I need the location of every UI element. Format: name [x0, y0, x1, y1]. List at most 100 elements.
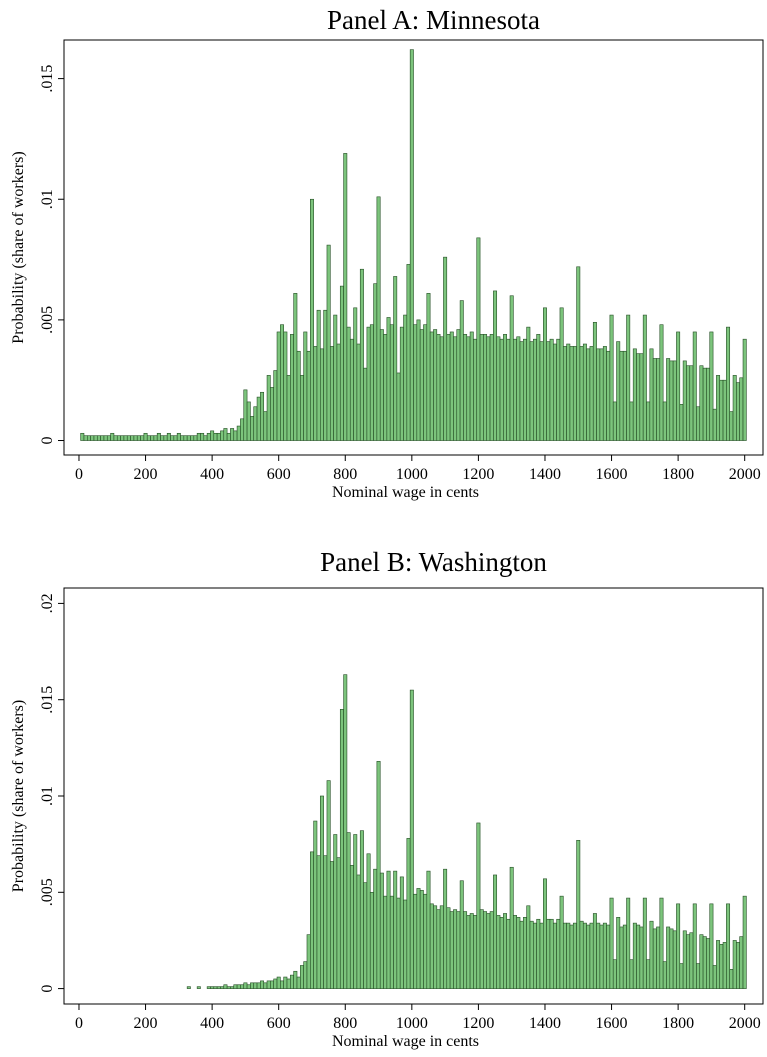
bar: [303, 331, 308, 441]
bar: [599, 348, 604, 441]
bar: [96, 435, 101, 441]
bar: [739, 377, 744, 441]
bar: [506, 338, 511, 441]
bar: [499, 917, 504, 989]
bar: [110, 432, 115, 441]
bar: [642, 897, 647, 989]
bar: [306, 934, 311, 989]
y-tick-label: .005: [39, 306, 56, 334]
bar: [499, 338, 504, 441]
bar: [339, 285, 344, 441]
bar: [562, 346, 567, 441]
x-tick-label: 1800: [662, 466, 694, 483]
bar: [260, 391, 265, 441]
x-axis-label: Nominal wage in cents: [332, 484, 479, 501]
bar: [669, 360, 674, 441]
bar: [326, 780, 331, 989]
bar: [243, 389, 248, 441]
y-axis-label: Probability (share of workers): [10, 700, 27, 892]
bar: [473, 338, 478, 441]
bar: [246, 401, 251, 441]
bar: [240, 984, 245, 989]
y-tick-label: .015: [39, 65, 56, 93]
bar: [682, 360, 687, 441]
bar: [376, 761, 381, 989]
bar: [533, 922, 537, 989]
bar: [393, 870, 398, 989]
bar: [579, 920, 584, 989]
x-tick-label: 800: [333, 466, 357, 483]
bar: [736, 382, 740, 441]
bar: [403, 314, 408, 441]
bar: [496, 336, 501, 441]
bar: [572, 346, 577, 441]
bar: [323, 309, 328, 441]
bar: [629, 401, 634, 441]
bar: [483, 334, 488, 441]
bar: [130, 435, 135, 441]
bar: [273, 978, 278, 989]
bar: [379, 329, 384, 441]
bar: [286, 375, 291, 441]
x-tick-label: 1000: [396, 1015, 428, 1032]
bar: [639, 353, 644, 441]
bar: [543, 878, 547, 989]
bar: [226, 432, 231, 441]
bar: [726, 326, 731, 441]
x-tick-label: 2000: [729, 466, 761, 483]
bar: [742, 338, 747, 441]
bar: [210, 430, 215, 441]
bar: [469, 913, 474, 989]
bar: [489, 911, 494, 989]
bar: [313, 820, 318, 989]
bar: [396, 372, 401, 441]
bar: [369, 891, 374, 989]
bar: [692, 903, 697, 989]
bar: [486, 336, 491, 441]
bar: [509, 295, 514, 441]
bar: [459, 880, 464, 989]
bar: [329, 346, 334, 441]
bar: [612, 401, 617, 441]
bar: [582, 922, 587, 989]
bar: [386, 317, 391, 441]
bar: [586, 348, 591, 441]
x-tick-label: 0: [75, 466, 83, 483]
bar: [423, 893, 428, 989]
bar: [486, 913, 491, 989]
bar: [646, 401, 651, 441]
bar: [726, 903, 731, 989]
bar: [416, 888, 421, 989]
x-tick-label: 600: [267, 466, 291, 483]
x-tick-label: 1200: [462, 1015, 494, 1032]
bar: [283, 976, 288, 989]
bar: [706, 367, 711, 441]
x-tick-label: 1200: [462, 466, 494, 483]
bar: [306, 350, 311, 441]
bar: [290, 974, 294, 989]
bar: [303, 961, 308, 989]
bar: [220, 986, 225, 989]
bar: [356, 343, 361, 441]
bar: [479, 909, 484, 989]
bar: [659, 897, 664, 989]
bar: [493, 874, 498, 989]
bar: [539, 341, 544, 441]
bar: [123, 435, 128, 441]
bar: [676, 331, 681, 441]
bar: [250, 416, 255, 441]
bar: [180, 435, 185, 441]
bar: [220, 430, 225, 441]
bar: [732, 940, 737, 989]
bar: [552, 343, 557, 441]
bar: [616, 917, 621, 989]
bar: [393, 276, 398, 441]
bar: [403, 899, 408, 989]
bar: [692, 331, 697, 441]
bar: [156, 432, 161, 441]
bar: [270, 980, 275, 989]
bar: [719, 943, 724, 989]
bar: [353, 834, 358, 989]
